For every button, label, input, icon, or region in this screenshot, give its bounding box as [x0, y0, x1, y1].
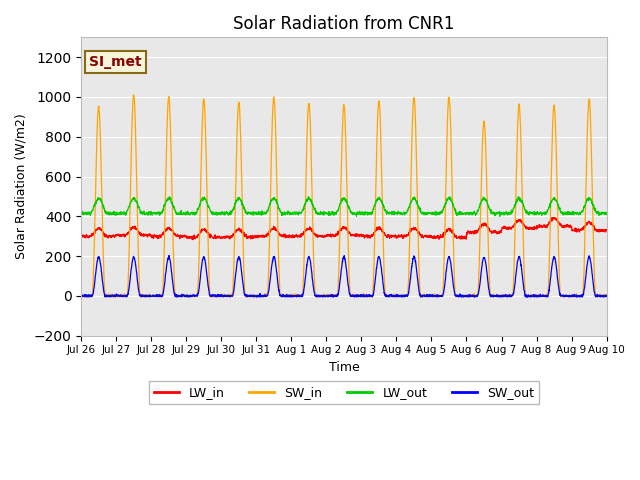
LW_in — [189, 237, 196, 242]
LW_out — [359, 209, 367, 215]
SW_in — [360, 293, 367, 299]
SW_in — [81, 294, 88, 300]
LW_out — [224, 211, 232, 217]
SW_out — [603, 293, 611, 299]
LW_out — [305, 194, 312, 200]
SW_in — [557, 292, 564, 298]
LW_out — [603, 211, 611, 216]
SW_out — [83, 294, 91, 300]
Line: SW_in: SW_in — [81, 95, 607, 297]
SW_out — [165, 252, 173, 258]
Legend: LW_in, SW_in, LW_out, SW_out: LW_in, SW_in, LW_out, SW_out — [148, 381, 540, 404]
SW_in — [371, 237, 378, 243]
LW_out — [371, 203, 378, 208]
LW_in — [557, 222, 564, 228]
Line: LW_in: LW_in — [81, 217, 607, 240]
SW_in — [224, 293, 232, 299]
SW_out — [77, 294, 85, 300]
LW_out — [557, 210, 564, 216]
SW_out — [497, 293, 504, 299]
LW_in — [371, 230, 378, 236]
SW_out — [371, 282, 378, 288]
SW_in — [77, 293, 85, 299]
LW_out — [77, 210, 85, 216]
SW_out — [572, 293, 579, 299]
Text: SI_met: SI_met — [89, 55, 141, 69]
SW_out — [224, 293, 232, 299]
Title: Solar Radiation from CNR1: Solar Radiation from CNR1 — [233, 15, 454, 33]
LW_in — [572, 225, 579, 231]
SW_in — [130, 92, 138, 98]
Y-axis label: Solar Radiation (W/m2): Solar Radiation (W/m2) — [15, 114, 28, 259]
LW_in — [550, 215, 557, 220]
SW_in — [497, 294, 504, 300]
LW_in — [77, 233, 85, 239]
LW_out — [496, 214, 504, 219]
LW_in — [603, 227, 611, 233]
SW_in — [603, 292, 611, 298]
Line: LW_out: LW_out — [81, 197, 607, 216]
Line: SW_out: SW_out — [81, 255, 607, 297]
X-axis label: Time: Time — [328, 361, 359, 374]
LW_out — [497, 211, 504, 216]
SW_in — [572, 292, 579, 298]
LW_in — [224, 233, 232, 239]
LW_out — [572, 210, 579, 216]
LW_in — [497, 229, 504, 235]
SW_out — [557, 293, 564, 299]
LW_in — [359, 234, 367, 240]
SW_out — [360, 292, 367, 298]
